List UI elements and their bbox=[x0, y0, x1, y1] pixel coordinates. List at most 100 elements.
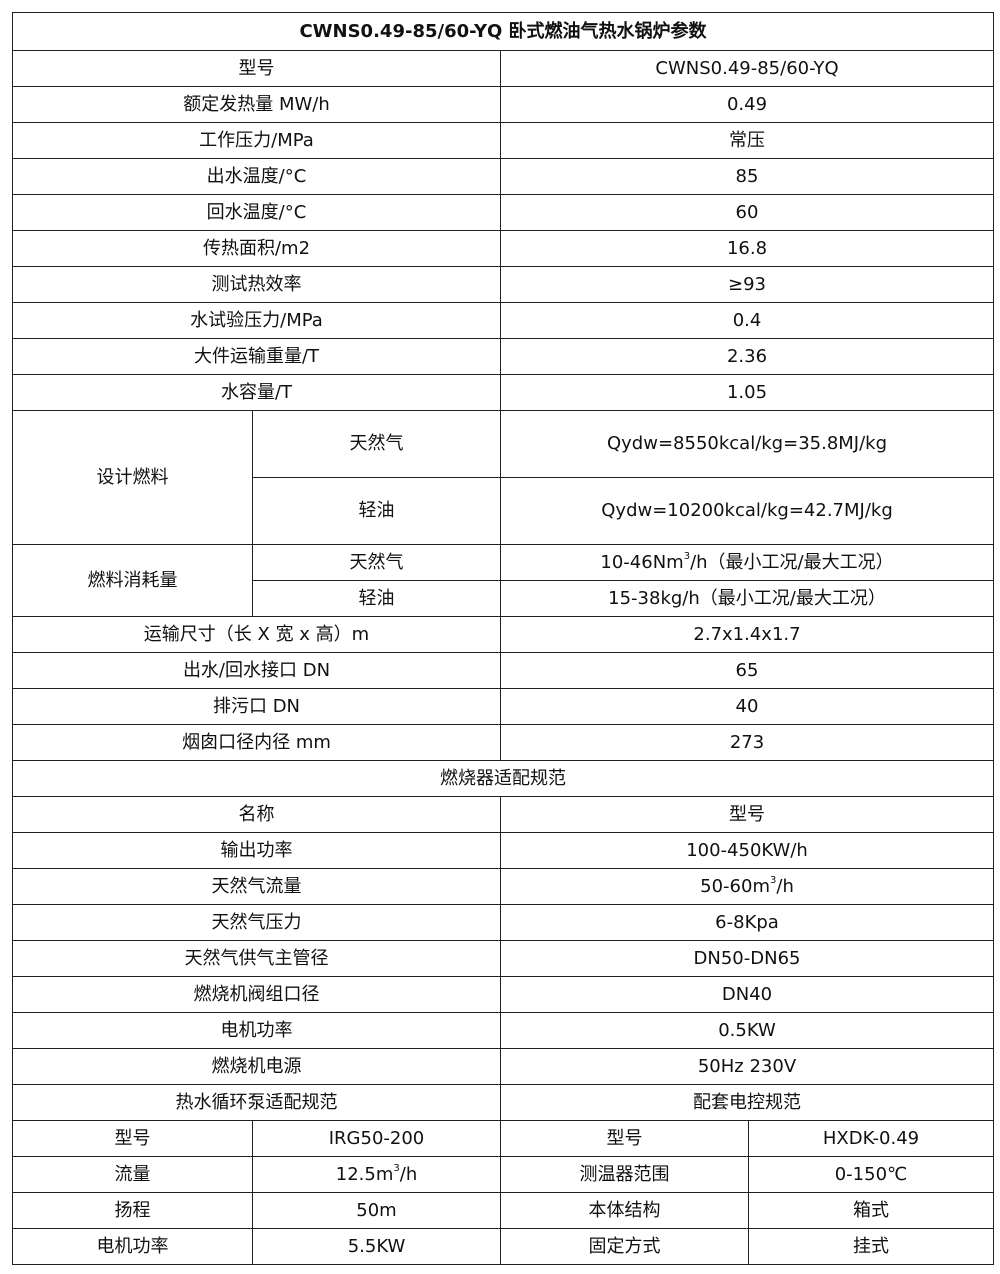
table-row: 输出功率 100-450KW/h bbox=[12, 832, 995, 869]
param-label: 额定发热量 MW/h bbox=[12, 86, 501, 123]
table-row: 名称 型号 bbox=[12, 796, 995, 833]
control-value: 箱式 bbox=[747, 1192, 995, 1229]
table-row: 轻油 Qydw=10200kcal/kg=42.7MJ/kg bbox=[13, 477, 995, 545]
table-row: 大件运输重量/T 2.36 bbox=[12, 338, 995, 375]
param-value: 273 bbox=[499, 724, 995, 761]
control-label: 固定方式 bbox=[500, 1228, 749, 1265]
param-label: 水试验压力/MPa bbox=[12, 302, 501, 339]
table-row: 燃烧机电源 50Hz 230V bbox=[12, 1048, 995, 1085]
value-text: 50m bbox=[356, 1199, 397, 1221]
burner-header-name: 名称 bbox=[12, 796, 501, 833]
burner-value: DN50-DN65 bbox=[499, 940, 995, 977]
control-label: 型号 bbox=[500, 1120, 749, 1157]
table-row: 燃料消耗量 天然气 10-46Nm3/h（最小工况/最大工况） bbox=[12, 544, 995, 617]
value-text: 100-450KW/h bbox=[686, 839, 808, 861]
fuel-consumption-label: 燃料消耗量 bbox=[12, 544, 253, 617]
burner-label: 天然气供气主管径 bbox=[12, 940, 501, 977]
table-row: 电机功率 0.5KW bbox=[12, 1012, 995, 1049]
burner-header-model: 型号 bbox=[499, 796, 995, 833]
param-value: 2.36 bbox=[499, 338, 995, 375]
value-text: DN50-DN65 bbox=[693, 947, 801, 969]
param-value: 65 bbox=[499, 652, 995, 689]
pump-section-title: 热水循环泵适配规范 bbox=[12, 1084, 501, 1121]
table-row: 天然气供气主管径 DN50-DN65 bbox=[12, 940, 995, 977]
param-label: 出水/回水接口 DN bbox=[12, 652, 501, 689]
table-row: 轻油 15-38kg/h（最小工况/最大工况） bbox=[13, 580, 995, 617]
param-label: 工作压力/MPa bbox=[12, 122, 501, 159]
fuel-type: 轻油 bbox=[252, 580, 501, 617]
pump-label: 扬程 bbox=[12, 1192, 253, 1229]
table-row: 燃烧机阀组口径 DN40 bbox=[12, 976, 995, 1013]
fuel-type: 天然气 bbox=[252, 544, 501, 581]
table-row: 设计燃料 天然气 Qydw=8550kcal/kg=35.8MJ/kg bbox=[12, 410, 995, 545]
param-value: CWNS0.49-85/60-YQ bbox=[499, 50, 995, 87]
design-fuel-label: 设计燃料 bbox=[12, 410, 253, 545]
value-text: 15-38kg/h（最小工况/最大工况） bbox=[608, 587, 886, 609]
pump-value: 5.5KW bbox=[252, 1228, 501, 1265]
param-value: 16.8 bbox=[499, 230, 995, 267]
burner-section-title: 燃烧器适配规范 bbox=[11, 760, 995, 797]
table-row: 烟囱口径内径 mm 273 bbox=[12, 724, 995, 761]
param-label: 运输尺寸（长 X 宽 x 高）m bbox=[12, 616, 501, 653]
table-row: 扬程 50m 本体结构 箱式 bbox=[12, 1192, 995, 1229]
table-row: 型号 CWNS0.49-85/60-YQ bbox=[12, 50, 995, 87]
fuel-heat-value: Qydw=10200kcal/kg=42.7MJ/kg bbox=[499, 477, 995, 545]
pump-label: 流量 bbox=[12, 1156, 253, 1193]
burner-value: 50-60m3/h bbox=[499, 868, 995, 905]
fuel-consumption-value: 15-38kg/h（最小工况/最大工况） bbox=[499, 580, 995, 617]
control-value: HXDK-0.49 bbox=[747, 1120, 995, 1157]
param-label: 排污口 DN bbox=[12, 688, 501, 725]
value-text: 6-8Kpa bbox=[715, 911, 779, 933]
burner-label: 输出功率 bbox=[12, 832, 501, 869]
boiler-spec-table: CWNS0.49-85/60-YQ 卧式燃油气热水锅炉参数 型号 CWNS0.49… bbox=[11, 12, 995, 1265]
table-row: 传热面积/m2 16.8 bbox=[12, 230, 995, 267]
superscript: 3 bbox=[770, 874, 777, 886]
control-section-title: 配套电控规范 bbox=[499, 1084, 995, 1121]
fuel-type: 天然气 bbox=[252, 410, 501, 478]
param-label: 大件运输重量/T bbox=[12, 338, 501, 375]
value-suffix: /h bbox=[399, 1163, 418, 1185]
value-text: DN40 bbox=[721, 983, 773, 1005]
control-label: 测温器范围 bbox=[500, 1156, 749, 1193]
control-value: 0-150℃ bbox=[747, 1156, 995, 1193]
table-row: 出水/回水接口 DN 65 bbox=[12, 652, 995, 689]
table-row: 天然气流量 50-60m3/h bbox=[12, 868, 995, 905]
burner-label: 燃烧机电源 bbox=[12, 1048, 501, 1085]
table-row: 额定发热量 MW/h 0.49 bbox=[12, 86, 995, 123]
param-value: 40 bbox=[499, 688, 995, 725]
param-value: 60 bbox=[499, 194, 995, 231]
table-row: 运输尺寸（长 X 宽 x 高）m 2.7x1.4x1.7 bbox=[12, 616, 995, 653]
pump-value: IRG50-200 bbox=[252, 1120, 501, 1157]
table-row: 回水温度/°C 60 bbox=[12, 194, 995, 231]
burner-value: 100-450KW/h bbox=[499, 832, 995, 869]
burner-label: 天然气流量 bbox=[12, 868, 501, 905]
param-value: 0.4 bbox=[499, 302, 995, 339]
burner-label: 燃烧机阀组口径 bbox=[12, 976, 501, 1013]
value-text: 5.5KW bbox=[347, 1235, 406, 1257]
pump-label: 电机功率 bbox=[12, 1228, 253, 1265]
burner-label: 天然气压力 bbox=[12, 904, 501, 941]
fuel-type: 轻油 bbox=[252, 477, 501, 545]
table-row: 工作压力/MPa 常压 bbox=[12, 122, 995, 159]
param-label: 烟囱口径内径 mm bbox=[12, 724, 501, 761]
value-text: 0.5KW bbox=[718, 1019, 776, 1041]
burner-value: 50Hz 230V bbox=[499, 1048, 995, 1085]
pump-value: 50m bbox=[252, 1192, 501, 1229]
param-label: 测试热效率 bbox=[12, 266, 501, 303]
param-value: 1.05 bbox=[499, 374, 995, 411]
table-row: 水容量/T 1.05 bbox=[12, 374, 995, 411]
value-text: 12.5m bbox=[335, 1163, 394, 1185]
value-suffix: /h（最小工况/最大工况） bbox=[690, 551, 894, 573]
param-value: 0.49 bbox=[499, 86, 995, 123]
param-label: 型号 bbox=[12, 50, 501, 87]
burner-value: 6-8Kpa bbox=[499, 904, 995, 941]
table-row: 型号 IRG50-200 型号 HXDK-0.49 bbox=[12, 1120, 995, 1157]
param-label: 回水温度/°C bbox=[12, 194, 501, 231]
table-title: CWNS0.49-85/60-YQ 卧式燃油气热水锅炉参数 bbox=[11, 12, 995, 51]
pump-label: 型号 bbox=[12, 1120, 253, 1157]
table-row: 流量 12.5m3/h 测温器范围 0-150℃ bbox=[12, 1156, 995, 1193]
burner-label: 电机功率 bbox=[12, 1012, 501, 1049]
param-label: 出水温度/°C bbox=[12, 158, 501, 195]
param-value: ≥93 bbox=[499, 266, 995, 303]
value-text: 50-60m bbox=[700, 875, 770, 897]
